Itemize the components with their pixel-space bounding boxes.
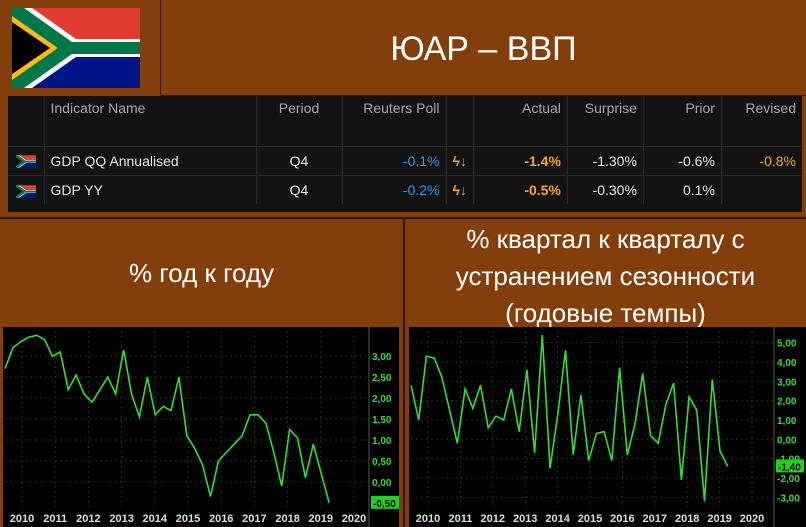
yoy-chart: 2010 2011 2012 2013 2014 2015 2016 2017 2018 2019… (3, 327, 399, 527)
y-tick-label: 1,00 (777, 416, 797, 427)
x-tick-label: 2011 (448, 513, 472, 525)
x-tick-label: 2016 (610, 513, 634, 525)
south-africa-flag-icon (12, 8, 140, 88)
y-tick-label: 4,00 (777, 358, 797, 369)
x-tick-label: 2016 (209, 513, 233, 525)
surprise-cell: -1.30% (567, 145, 644, 175)
series-line (410, 334, 729, 502)
last-value-label: -0,50 (373, 499, 396, 510)
page-title: ЮАР – ВВП (390, 30, 577, 68)
y-tick-label: 3,00 (372, 352, 392, 363)
y-tick-label: 0,00 (777, 435, 797, 446)
last-value-badge (776, 459, 804, 473)
poll-cell: -0.2% (342, 174, 447, 204)
period-cell: Q4 (256, 145, 343, 175)
poll-cell: -0.1% (342, 145, 447, 175)
table-header-row: Indicator Name Period Reuters Poll Actua… (8, 96, 802, 146)
y-tick-label: 0,00 (372, 478, 392, 489)
prior-cell: -0.6% (643, 145, 722, 175)
x-tick-label: 2017 (242, 513, 266, 525)
lightning-surprise-icon: ϟ↓ (446, 174, 474, 204)
x-tick-label: 2012 (76, 513, 100, 525)
y-tick-label: 5,00 (777, 339, 797, 350)
indicator-name[interactable]: GDP QQ Annualised (44, 145, 257, 175)
table-row[interactable]: GDP QQ Annualised Q4 -0.1% ϟ↓ -1.4% -1.3… (8, 145, 802, 175)
column-header-surprise[interactable]: Surprise (567, 96, 644, 146)
x-tick-label: 2017 (643, 513, 667, 525)
x-tick-label: 2012 (481, 513, 505, 525)
column-header-prior[interactable]: Prior (643, 96, 722, 146)
x-tick-label: 2018 (275, 513, 299, 525)
column-divider (403, 218, 405, 527)
x-tick-label: 2019 (309, 513, 333, 525)
y-tick-label: 1,50 (372, 415, 392, 426)
row-flag-cell (8, 145, 45, 175)
south-africa-flag-icon (15, 184, 36, 198)
y-tick-label: 0,50 (372, 457, 392, 468)
surprise-cell: -0.30% (567, 174, 644, 204)
table-row[interactable]: GDP YY Q4 -0.2% ϟ↓ -0.5% -0.30% 0.1% (8, 174, 802, 204)
lightning-surprise-icon: ϟ↓ (446, 145, 474, 175)
x-tick-label: 2014 (545, 513, 570, 525)
x-tick-label: 2010 (416, 513, 440, 525)
period-cell: Q4 (256, 174, 343, 204)
qoq-chart-svg: 2010 2011 2012 2013 2014 2015 2016 2017 2018 2019… (410, 327, 804, 527)
flag-column-header (8, 96, 45, 146)
x-tick-label: 2020 (342, 513, 366, 525)
last-value-label: -1,40 (778, 462, 801, 473)
yoy-label: % год к году (128, 258, 275, 288)
qoq-label: % квартал к кварталу с устранением сезон… (455, 224, 756, 328)
x-tick-label: 2010 (10, 513, 34, 525)
column-header-reuters-poll[interactable]: Reuters Poll (342, 96, 447, 146)
row-flag-cell (8, 174, 45, 204)
yoy-chart-svg: 2010 2011 2012 2013 2014 2015 2016 2017 2018 2019… (4, 327, 399, 527)
title-panel: ЮАР – ВВП (160, 0, 806, 96)
x-tick-label: 2013 (513, 513, 537, 525)
prior-cell: 0.1% (643, 174, 722, 204)
column-header-period[interactable]: Period (256, 96, 343, 146)
qoq-chart: 2010 2011 2012 2013 2014 2015 2016 2017 2018 2019… (409, 327, 806, 527)
column-header-actual[interactable]: Actual (473, 96, 568, 146)
column-header-revised[interactable]: Revised (745, 100, 796, 116)
indicator-name[interactable]: GDP YY (44, 174, 257, 204)
y-tick-label: -3,00 (777, 493, 800, 504)
x-tick-label: 2020 (740, 513, 764, 525)
x-tick-label: 2019 (707, 513, 731, 525)
x-tick-label: 2014 (143, 513, 168, 525)
y-tick-label: 2,00 (777, 397, 797, 408)
x-tick-label: 2011 (43, 513, 67, 525)
revised-cell: -0.8% (721, 145, 802, 175)
south-africa-flag-icon (15, 155, 36, 169)
y-tick-label: 2,50 (372, 373, 392, 384)
column-header-indicator[interactable]: Indicator Name (44, 96, 257, 146)
y-tick-label: 2,00 (372, 394, 392, 405)
indicator-table: Indicator Name Period Reuters Poll Actua… (8, 96, 802, 212)
actual-cell: -1.4% (473, 145, 568, 175)
y-tick-label: -2,00 (777, 474, 800, 485)
x-tick-label: 2015 (176, 513, 200, 525)
last-value-badge (371, 495, 399, 509)
x-tick-label: 2015 (578, 513, 602, 525)
series-line (4, 334, 330, 504)
actual-cell: -0.5% (473, 174, 568, 204)
y-tick-label: 1,00 (372, 436, 392, 447)
icon-column-header (446, 96, 474, 146)
revised-cell (721, 174, 802, 204)
x-tick-label: 2018 (675, 513, 699, 525)
x-tick-label: 2013 (109, 513, 133, 525)
y-tick-label: 3,00 (777, 377, 797, 388)
